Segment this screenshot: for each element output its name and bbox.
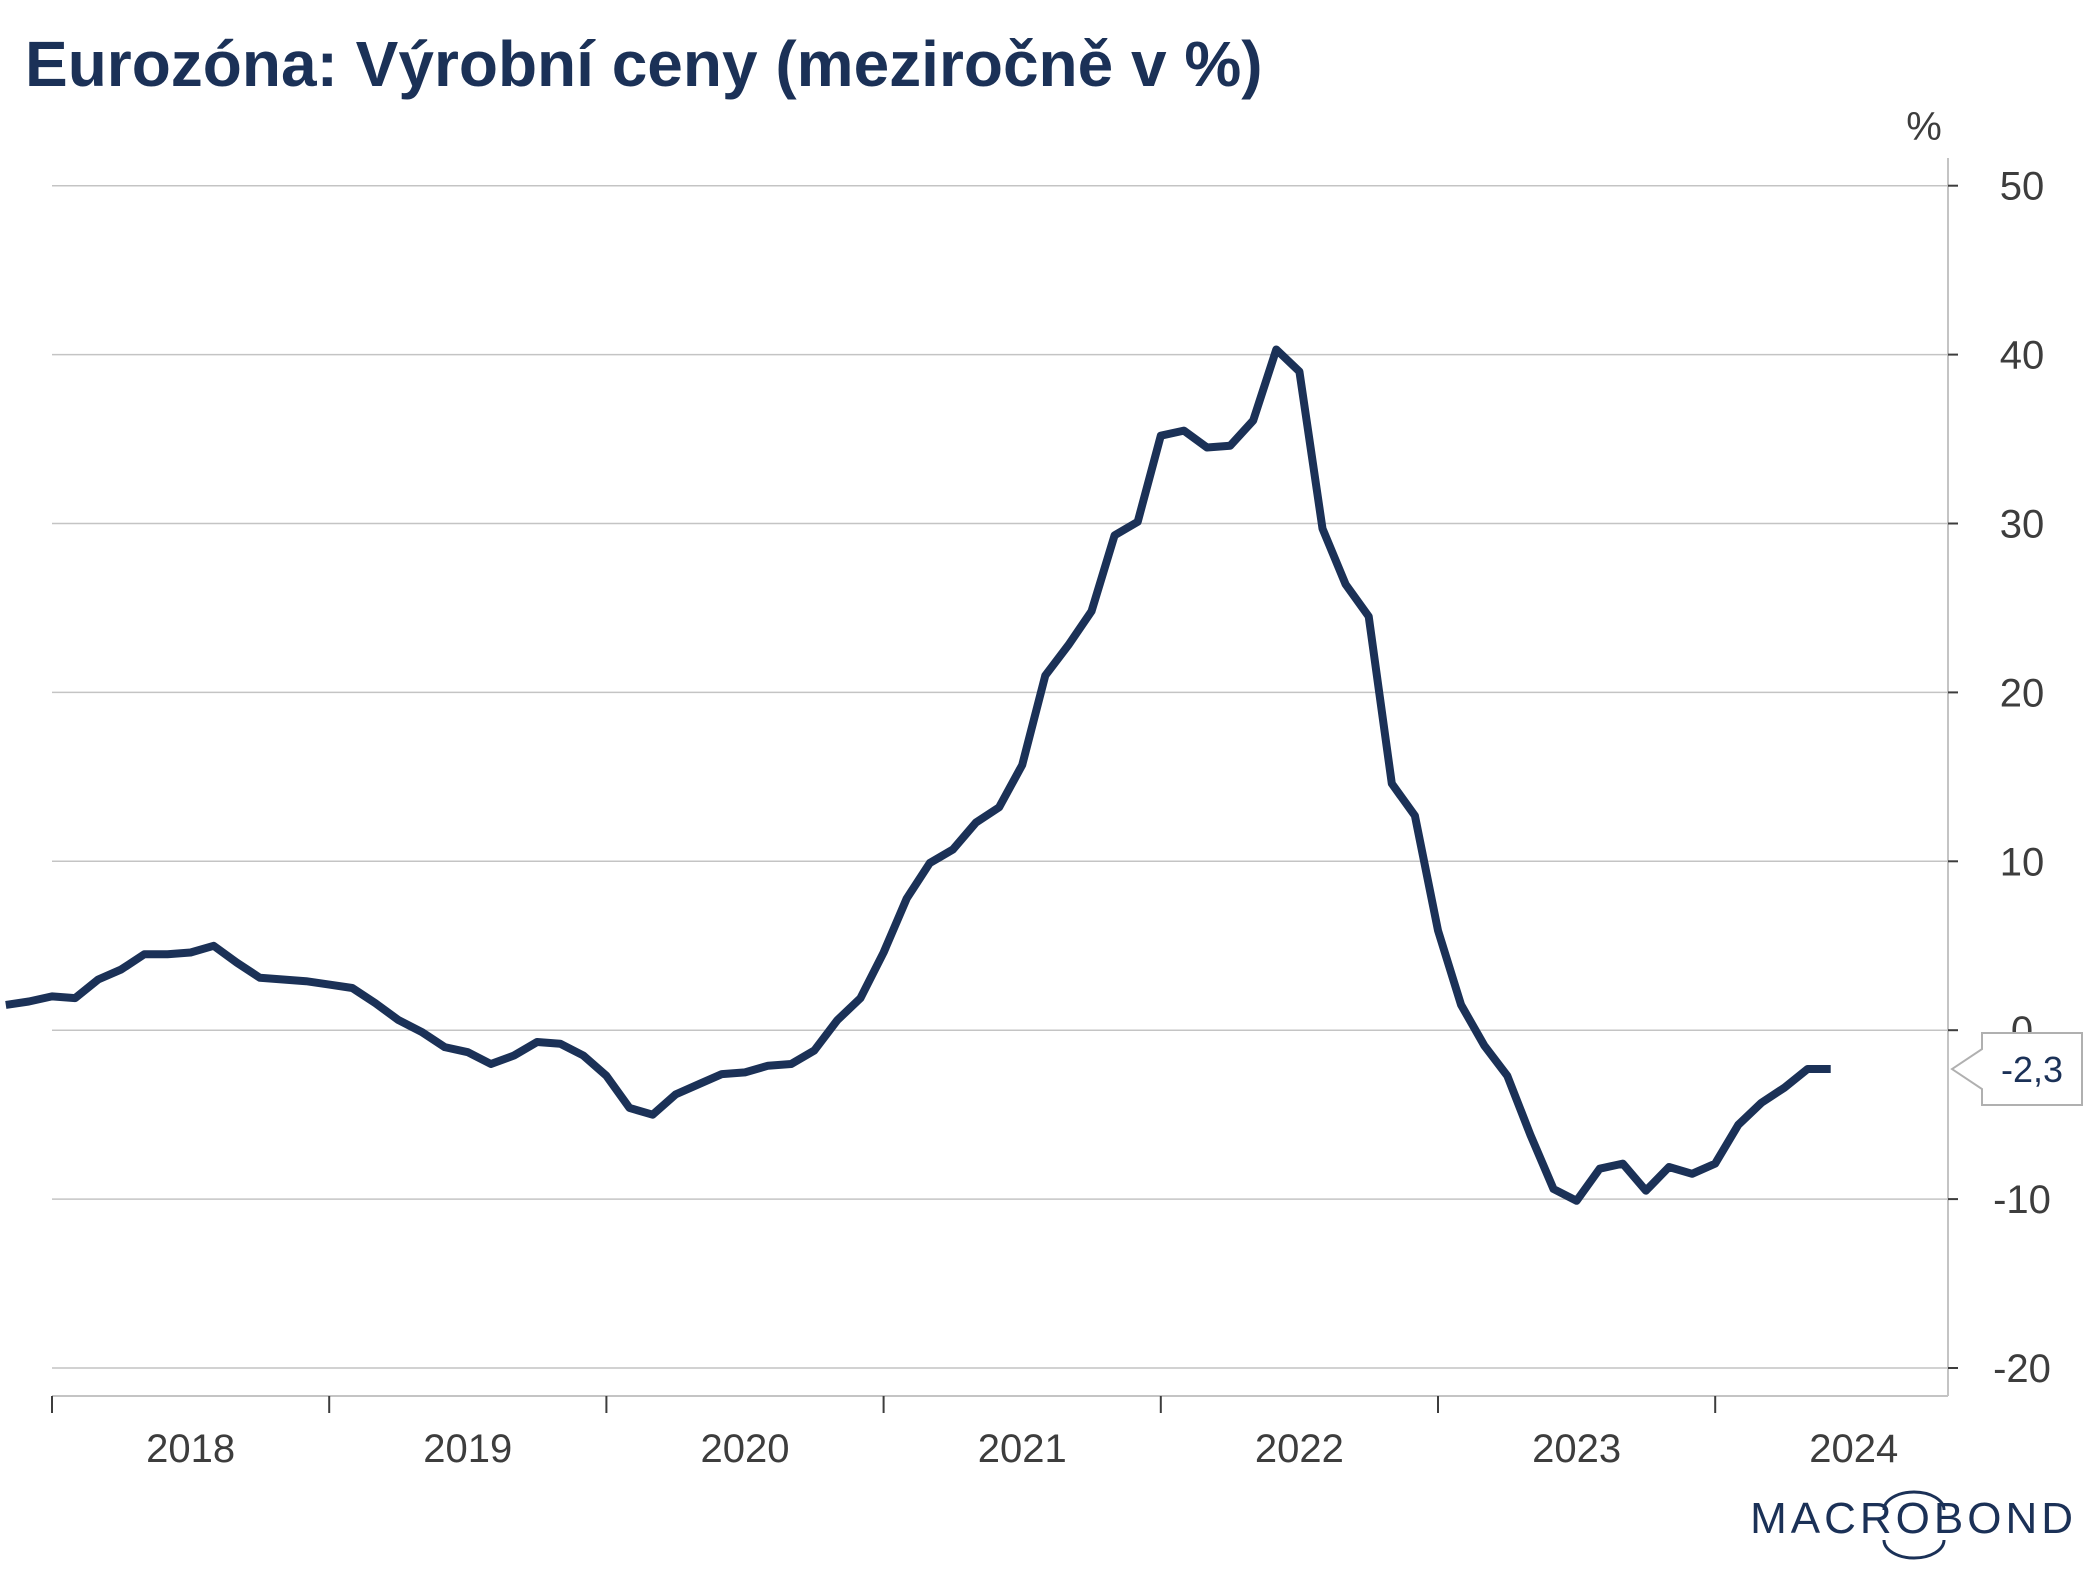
logo-arc-top xyxy=(1882,1490,1946,1511)
y-tick-label: 30 xyxy=(2000,503,2045,547)
axes xyxy=(52,158,1949,1397)
x-tick-label: 2024 xyxy=(1809,1427,1898,1471)
y-axis-unit-label: % xyxy=(1906,105,1942,149)
x-tick-label: 2022 xyxy=(1255,1427,1344,1471)
last-value-label: -2,3 xyxy=(2001,1049,2063,1090)
macrobond-logo: MACROBOND xyxy=(1750,1490,2077,1560)
logo-text: MACROBOND xyxy=(1750,1494,2077,1543)
x-tick-label: 2021 xyxy=(978,1427,1067,1471)
chart-title: Eurozóna: Výrobní ceny (meziročně v %) xyxy=(25,28,1263,100)
y-tick-label: -10 xyxy=(1993,1178,2051,1222)
y-tick-label: -20 xyxy=(1993,1347,2051,1391)
x-tick-label: 2018 xyxy=(146,1427,235,1471)
x-tick-label: 2020 xyxy=(701,1427,790,1471)
series-line xyxy=(5,345,1831,1205)
y-tick-label: 10 xyxy=(2000,840,2045,884)
x-axis-ticks: 2018 2019 2020 2021 2022 2023 2024 xyxy=(51,1396,1898,1471)
y-tick-label: 20 xyxy=(2000,671,2045,715)
y-tick-label: 50 xyxy=(2000,165,2045,209)
last-value-callout-box xyxy=(1950,1032,2083,1107)
gridlines xyxy=(52,184,1948,1369)
last-value-callout: -2,3 xyxy=(1950,1032,2083,1107)
logo-arc-bottom xyxy=(1882,1539,1946,1560)
x-tick-label: 2023 xyxy=(1532,1427,1621,1471)
y-tick-label: 40 xyxy=(2000,334,2045,378)
x-tick-label: 2019 xyxy=(423,1427,512,1471)
